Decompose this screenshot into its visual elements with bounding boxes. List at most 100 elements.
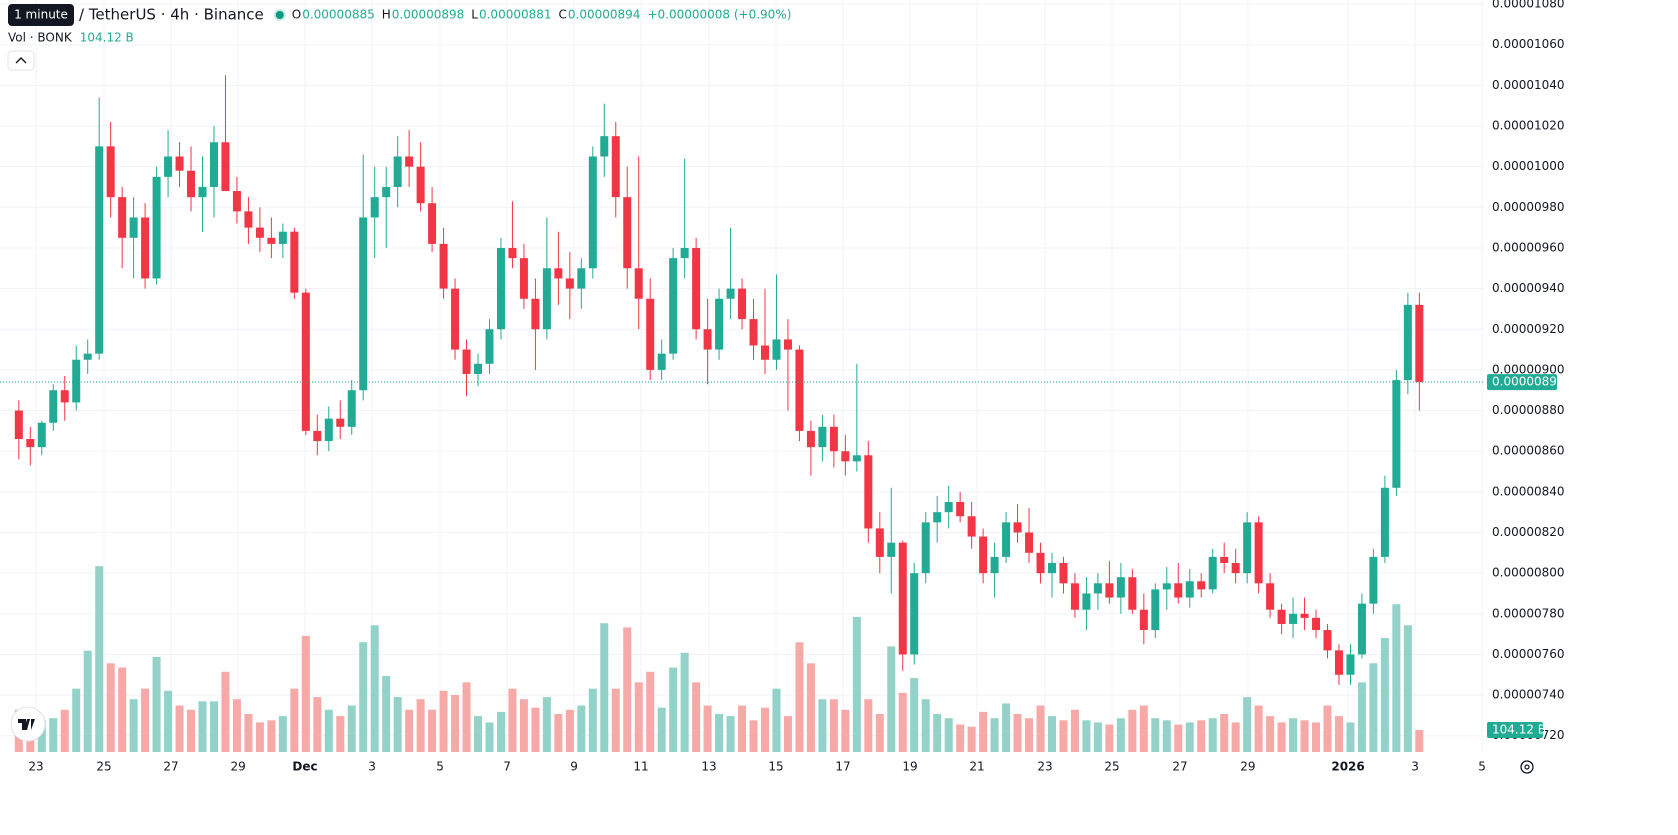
candle-body [554,268,563,279]
candle-body [301,292,310,431]
volume-bar [726,716,735,752]
settings-gear[interactable] [1520,760,1534,774]
volume-bar [1197,720,1206,752]
candle-body [1231,562,1240,574]
volume-legend-value: 104.12 B [80,31,134,45]
volume-bar [783,716,792,752]
candle-body [164,156,173,177]
candle-body [232,191,241,212]
volume-bar [1013,714,1022,752]
last-volume-label: 104.12 B [1492,723,1546,737]
candle-body [175,156,184,171]
candle-body [680,247,689,259]
candle-body [1174,583,1183,598]
candle-body [14,410,23,440]
y-tick-label: 0.00000760 [1492,647,1565,661]
y-tick-label: 0.00000800 [1492,566,1565,580]
candle-body [359,217,368,391]
candle-body [818,426,827,448]
y-tick-label: 0.00000840 [1492,484,1565,498]
collapse-button[interactable] [7,50,35,71]
volume-bar [657,707,666,752]
y-tick-label: 0.00001000 [1492,159,1565,173]
volume-bar [1116,718,1125,752]
candle-body [49,390,58,423]
candle-body [588,156,597,269]
market-status [273,9,286,21]
candle-body [451,288,460,350]
candle-body [600,136,609,157]
candle-body [485,329,494,364]
volume-bar [1025,718,1034,752]
candle-body [795,349,804,431]
candle-body [806,430,815,448]
logo[interactable] [10,706,46,742]
candle-body [738,288,747,320]
candle-body [1415,304,1424,383]
volume-bar [841,709,850,752]
volume-bar [1392,604,1401,752]
candle-body [1254,522,1263,584]
volume-bar [565,709,574,752]
volume-bar [1059,720,1068,752]
candle-body [887,542,896,557]
candle-body [726,288,735,299]
volume-bar [1093,722,1102,752]
volume-bar [910,678,919,752]
candle-body [382,186,391,198]
candle-body [979,536,988,574]
volume-bar [462,682,471,752]
volume-bar [1277,722,1286,752]
y-tick-label: 0.00000940 [1492,281,1565,295]
volume-bar [600,623,609,752]
candle-body [715,298,724,350]
y-tick-label: 0.00001060 [1492,37,1565,51]
collapse-button-box[interactable] [7,50,35,71]
volume-bar [83,650,92,752]
volume-bar [152,657,161,752]
candle-body [749,319,758,346]
volume-bar [1128,709,1137,752]
candle-body [646,298,655,370]
volume-bar [646,671,655,752]
volume-bar [1415,730,1424,752]
candle-body [1220,556,1229,563]
last-price-label: 0.00000894 [1492,375,1565,389]
volume-bar [1002,703,1011,752]
candle-body [72,359,81,403]
volume-bar [611,688,620,752]
volume-bar [1047,716,1056,752]
x-tick-label: 25 [1104,760,1119,774]
candle-body [898,542,907,655]
volume-bar [588,688,597,752]
volume-bar [405,709,414,752]
candle-body [933,512,942,523]
candle-body [1185,581,1194,598]
volume-bar [795,642,804,752]
tooltip-text: 1 minute [14,8,68,22]
axes: 23 25 27 29 Dec 3 5 7 9 11 13 15 17 19 21 23 25 27 29 2026 3… [28,0,1565,774]
x-tick-label: 15 [768,760,783,774]
volume-bar [772,688,781,752]
tooltip-box [8,4,74,26]
volume-bar [519,699,528,752]
volume-bar [623,627,632,752]
volume-bar [1403,625,1412,752]
volume-bar [1312,722,1321,752]
volume-bar [1139,705,1148,752]
volume-bar [267,720,276,752]
volume-bar [393,697,402,752]
last-volume-badge [1487,722,1543,739]
volume-bar [496,711,505,752]
x-tick-label: 3 [1411,760,1419,774]
candle-body [198,186,207,198]
candle-body [1151,589,1160,631]
x-tick-label: 25 [96,760,111,774]
volume-bar [761,707,769,752]
x-tick-label: 23 [28,760,43,774]
candle-body [542,268,551,330]
candle-body [623,197,632,269]
candle-body [692,247,701,330]
settings-button[interactable] [1520,760,1534,774]
candle-body [519,258,528,299]
